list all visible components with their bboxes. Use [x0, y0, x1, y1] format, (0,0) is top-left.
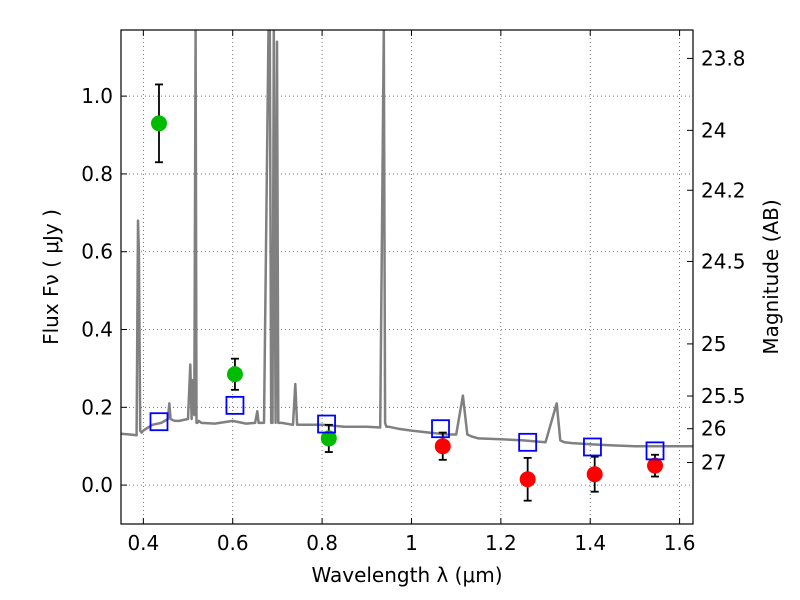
plot-frame: [120, 29, 694, 525]
y-tick-label: 0.2: [81, 395, 113, 419]
y2-tick-label: 27: [701, 451, 726, 475]
model-square: [583, 437, 602, 457]
x-tick-label: 0.4: [127, 531, 159, 555]
model-square: [645, 441, 665, 461]
y2-tick-label: 25: [701, 332, 726, 356]
y2-tick-label: 24.2: [701, 178, 746, 202]
y-tick-label: 1.0: [81, 84, 113, 108]
x-axis: 0.4 0.6 0.8 1 1.2 1.4 1.6: [127, 30, 696, 555]
data-point: [226, 366, 243, 383]
model-square: [431, 419, 450, 439]
x-tick-label: 0.6: [217, 531, 249, 555]
data-point: [647, 457, 664, 474]
model-square: [225, 395, 245, 415]
data-point: [519, 471, 536, 488]
y2-tick-label: 23.8: [701, 46, 746, 70]
grid: [121, 30, 693, 524]
y2-axis: 23.8 24 24.2 24.5 25 25.5 26 27: [687, 46, 746, 475]
y-axis: 0.0 0.2 0.4 0.6 0.8 1.0: [81, 84, 127, 497]
y-axis-label: Flux Fν ( μJy ): [39, 209, 63, 345]
y2-axis-label: Magnitude (AB): [759, 199, 783, 354]
spectrum-line: [121, 30, 693, 448]
y2-tick-label: 24: [701, 118, 726, 142]
data-point: [586, 466, 603, 483]
y-tick-label: 0.6: [81, 240, 113, 264]
y-tick-label: 0.4: [81, 318, 113, 342]
model-square: [518, 432, 538, 452]
y2-tick-label: 24.5: [701, 249, 746, 273]
x-tick-label: 0.8: [306, 531, 338, 555]
x-tick-label: 1: [405, 531, 418, 555]
data-point: [150, 115, 167, 132]
marker-series: [149, 115, 665, 488]
x-tick-label: 1.2: [485, 531, 517, 555]
data-point: [320, 430, 337, 447]
model-square: [317, 414, 336, 434]
model-square: [149, 412, 169, 432]
x-tick-label: 1.6: [664, 531, 696, 555]
y2-tick-label: 25.5: [701, 384, 746, 408]
spectrum-series: [121, 30, 693, 448]
y-tick-label: 0.0: [81, 473, 113, 497]
data-point: [434, 438, 451, 455]
y2-tick-label: 26: [701, 417, 726, 441]
x-axis-label: Wavelength λ (μm): [311, 563, 502, 587]
x-tick-label: 1.4: [574, 531, 606, 555]
y-tick-label: 0.8: [81, 162, 113, 186]
